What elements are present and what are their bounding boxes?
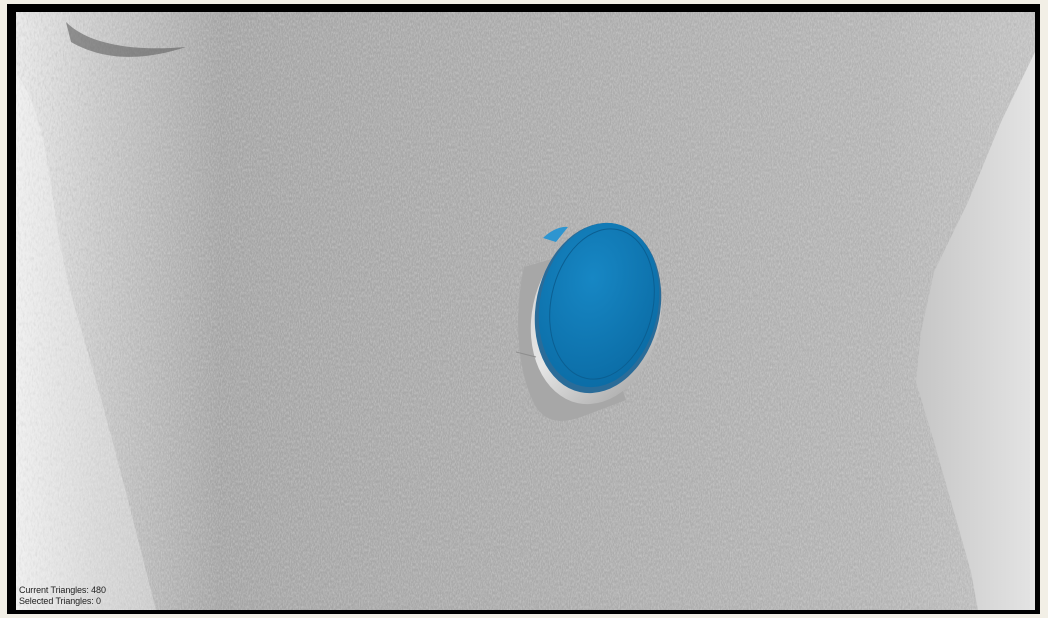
window-frame: Current Triangles: 480 Selected Triangle…	[7, 4, 1040, 614]
current-triangles-label: Current Triangles: 480	[19, 585, 106, 595]
cylinder-object	[515, 222, 662, 421]
triangle-stats-overlay: Current Triangles: 480 Selected Triangle…	[19, 585, 106, 607]
scene-canvas[interactable]	[16, 12, 1035, 610]
3d-viewport[interactable]: Current Triangles: 480 Selected Triangle…	[16, 12, 1035, 610]
selected-triangles-label: Selected Triangles: 0	[19, 596, 101, 606]
